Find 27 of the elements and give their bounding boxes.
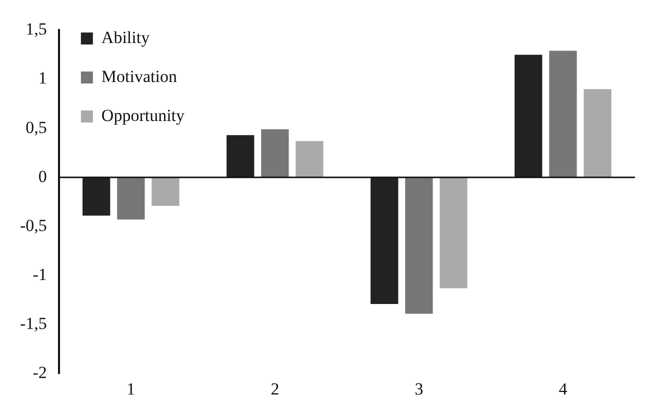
x-tick-label: 3 [414, 379, 424, 398]
bar [296, 141, 324, 178]
y-tick-label: 1,5 [26, 20, 47, 39]
y-tick-label: -2 [32, 363, 47, 382]
bar [405, 177, 433, 314]
bar [584, 89, 612, 178]
y-tick-label: -1,5 [20, 314, 47, 334]
bar [117, 177, 145, 220]
x-tick-label: 4 [558, 379, 568, 398]
bar [549, 50, 577, 178]
x-tick-label: 2 [270, 379, 280, 398]
bar [152, 177, 180, 206]
y-tick-label: 0 [38, 166, 47, 186]
x-tick-label: 1 [126, 379, 136, 398]
bar [226, 135, 254, 178]
legend-label: Motivation [101, 66, 178, 86]
bar [82, 177, 110, 216]
bar [370, 177, 398, 304]
bar [514, 54, 542, 178]
y-tick-label: -1 [32, 264, 47, 284]
legend-label: Ability [101, 28, 150, 47]
y-tick-label: -0,5 [20, 216, 47, 235]
bar [261, 129, 289, 178]
y-tick-label: 0,5 [26, 118, 47, 137]
legend-label: Opportunity [101, 106, 186, 125]
bar [440, 177, 468, 288]
y-tick-label: 1 [38, 68, 47, 88]
